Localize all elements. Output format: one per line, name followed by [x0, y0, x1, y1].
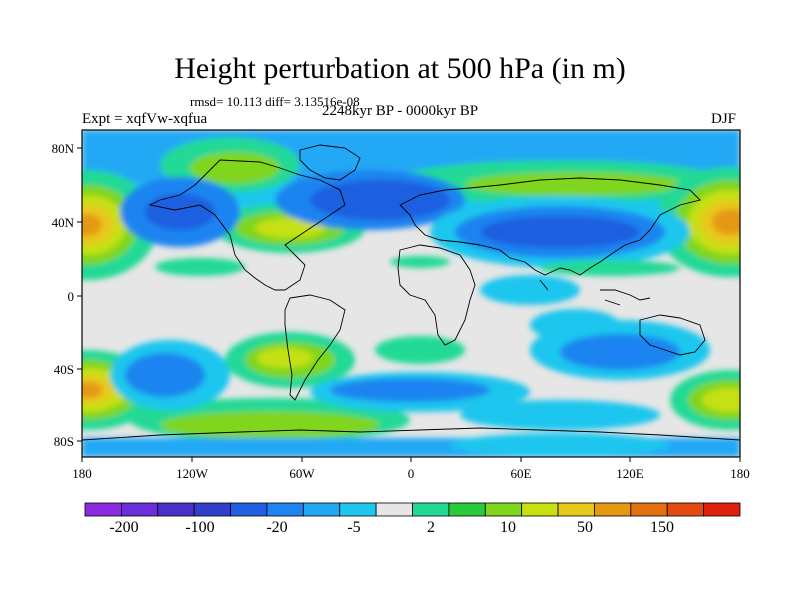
stats-text: rmsd= 10.113 diff= 3.13516e-08 [190, 94, 360, 109]
lat-tick-label: 40N [52, 215, 75, 230]
colorbar-swatch [557, 502, 595, 517]
lon-tick-label: 120E [616, 466, 644, 481]
lon-tick-label: 180 [730, 466, 750, 481]
colorbar-swatch [521, 502, 559, 517]
colorbar-label: 150 [650, 519, 674, 536]
season-label: DJF [711, 111, 737, 127]
lon-tick-label: 120W [176, 466, 209, 481]
lon-tick-label: 60E [511, 466, 532, 481]
lat-tick-label: 0 [68, 289, 75, 304]
colorbar-swatch [193, 502, 231, 517]
colorbar-swatch [630, 502, 668, 517]
contour-field [82, 130, 740, 457]
lon-tick-label: 0 [408, 466, 415, 481]
experiment-label: Expt = xqfVw-xqfua [82, 111, 208, 127]
colorbar-label: 50 [577, 519, 593, 536]
axis-ticks [77, 147, 741, 462]
colorbar-labels: -200 -100 -20 -5 2 10 50 150 [109, 519, 674, 536]
lon-tick-label: 180 [72, 466, 92, 481]
colorbar-swatch [120, 502, 159, 517]
coastlines [82, 144, 740, 441]
colorbar-swatch [339, 502, 377, 517]
lat-tick-label: 80S [54, 434, 74, 449]
colorbar-swatch [302, 502, 341, 517]
colorbar-label: 10 [500, 519, 516, 536]
colorbar-swatch [448, 502, 486, 517]
colorbar-label: -100 [185, 519, 214, 536]
colorbar-swatch [157, 502, 195, 517]
colorbar-label: -5 [347, 519, 360, 536]
colorbar-swatch [266, 502, 304, 517]
colorbar-swatch [412, 502, 450, 517]
colorbar-swatch [703, 502, 741, 517]
colorbar-swatch [84, 502, 122, 517]
lon-tick-labels: 180 120W 60W 0 60E 120E 180 [72, 466, 750, 481]
colorbar-label: 2 [427, 519, 435, 536]
map-title: Height perturbation at 500 hPa (in m) [174, 52, 626, 85]
colorbar-swatch [666, 502, 705, 517]
colorbar-swatch [484, 502, 523, 517]
colorbar-label: -200 [109, 519, 138, 536]
lon-tick-label: 60W [289, 466, 315, 481]
colorbar-swatch [594, 502, 632, 517]
lat-tick-labels: 80N 40N 0 40S 80S [52, 141, 75, 449]
colorbar-swatch [230, 502, 268, 517]
colorbar-swatch [375, 502, 413, 517]
colorbar-label: -20 [266, 519, 287, 536]
lat-tick-label: 40S [54, 362, 74, 377]
lat-tick-label: 80N [52, 141, 75, 156]
period-text: 2248kyr BP - 0000kyr BP [322, 103, 479, 119]
colorbar [84, 502, 741, 517]
